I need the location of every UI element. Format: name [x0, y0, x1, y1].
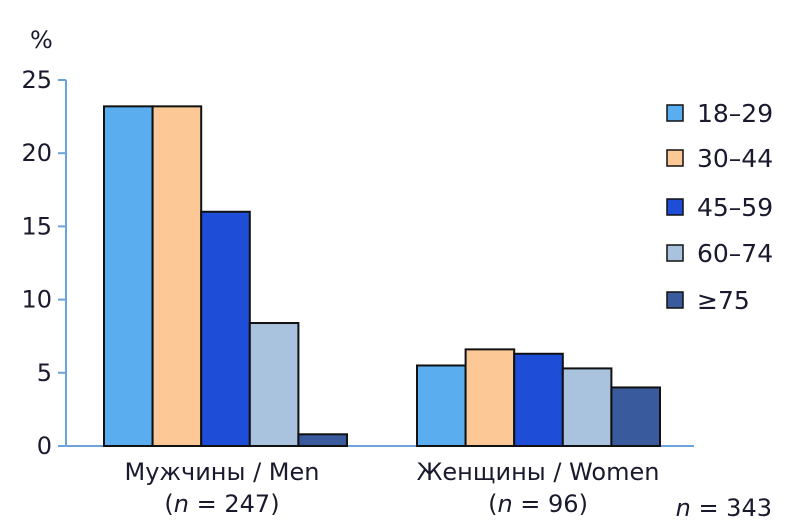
category-labels: Мужчины / Men (n = 247) Женщины / Women (n …	[125, 458, 660, 518]
legend-swatch	[666, 104, 684, 122]
category-label: Мужчины / Men	[125, 458, 320, 486]
y-tick-label: 0	[37, 432, 52, 460]
legend-swatch	[666, 149, 684, 167]
bar-men-2	[151, 105, 203, 448]
bar-women-5	[610, 386, 662, 448]
bar-men-3	[200, 210, 251, 447]
category-n-label: (n = 96)	[488, 490, 588, 518]
legend-label: 30–44	[697, 144, 773, 173]
bar-men-1	[103, 105, 154, 448]
bar-women-4	[561, 367, 613, 447]
legend-swatch	[666, 291, 684, 309]
bar-women-2	[464, 348, 516, 448]
y-tick-label: 25	[21, 66, 52, 94]
y-unit-label: %	[30, 26, 53, 54]
y-tick-label: 5	[37, 359, 52, 387]
legend: 18–29 30–44 45–59 60–74 ≥75	[666, 99, 773, 315]
legend-label: 60–74	[697, 239, 773, 268]
bar-women-1	[416, 364, 467, 448]
y-tick-label: 15	[21, 212, 52, 240]
bar-men-4	[248, 322, 300, 447]
y-tick-label: 10	[21, 286, 52, 314]
legend-label: ≥75	[697, 286, 750, 315]
bars	[103, 105, 662, 448]
legend-swatch	[666, 244, 684, 262]
category-n-label: (n = 247)	[164, 490, 279, 518]
category-label: Женщины / Women	[417, 458, 660, 486]
total-n-label: n = 343	[676, 494, 772, 522]
y-tick-label: 20	[21, 139, 52, 167]
bar-women-3	[513, 352, 564, 448]
y-axis: 0 5 10 15 20 25	[21, 66, 67, 460]
legend-label: 45–59	[697, 193, 773, 222]
legend-label: 18–29	[697, 99, 773, 128]
bar-men-5	[297, 433, 348, 447]
legend-swatch	[666, 198, 684, 216]
